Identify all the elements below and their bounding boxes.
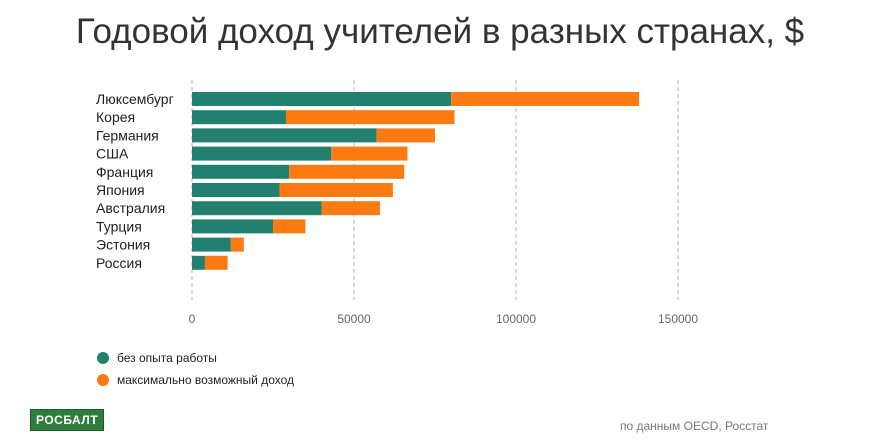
bar-base-segment bbox=[192, 219, 273, 234]
category-label: Франция bbox=[96, 164, 153, 180]
x-axis-ticks: 0 50000 100000 150000 bbox=[189, 312, 699, 326]
bar-base-segment bbox=[192, 201, 322, 216]
bar-max-segment bbox=[451, 92, 640, 106]
x-tick-label: 100000 bbox=[496, 312, 536, 326]
bar-max-segment bbox=[204, 255, 228, 270]
legend-swatch bbox=[97, 352, 109, 364]
chart-title: Годовой доход учителей в разных странах,… bbox=[75, 12, 805, 51]
category-label: Россия bbox=[96, 255, 142, 271]
category-label: Турция bbox=[96, 218, 142, 234]
bar-base-segment bbox=[192, 183, 280, 197]
category-label: Эстония bbox=[96, 237, 150, 253]
category-label: США bbox=[96, 146, 129, 162]
brand-logo: РОСБАЛТ bbox=[30, 409, 105, 431]
x-tick-label: 0 bbox=[189, 312, 196, 326]
category-label: Люксембург bbox=[96, 91, 174, 107]
bar-base-segment bbox=[192, 255, 205, 270]
bar-base-segment bbox=[192, 237, 231, 252]
bar-max-segment bbox=[321, 201, 380, 216]
x-tick-label: 150000 bbox=[658, 312, 698, 326]
x-tick-label: 50000 bbox=[337, 312, 371, 326]
bar-base-segment bbox=[192, 146, 332, 161]
bar-base-segment bbox=[192, 92, 452, 106]
bar-max-segment bbox=[273, 219, 306, 234]
bar-max-segment bbox=[230, 237, 244, 252]
legend-label: без опыта работы bbox=[117, 351, 217, 365]
legend-label: максимально возможный доход bbox=[117, 373, 294, 387]
category-label: Германия bbox=[96, 127, 159, 143]
legend: без опыта работы максимально возможный до… bbox=[97, 351, 294, 387]
category-label: Япония bbox=[96, 182, 145, 198]
category-label: Корея bbox=[96, 109, 135, 125]
category-labels: Люксембург Корея Германия США Франция Япония А… bbox=[96, 91, 174, 271]
bar-max-segment bbox=[331, 146, 408, 161]
source-note: по данным OECD, Росстат bbox=[620, 419, 769, 433]
legend-swatch bbox=[97, 374, 109, 386]
category-label: Австралия bbox=[96, 200, 165, 216]
bar-max-segment bbox=[376, 128, 435, 143]
bar-max-segment bbox=[279, 183, 393, 197]
bars-layer bbox=[192, 92, 640, 270]
bar-base-segment bbox=[192, 110, 286, 125]
bar-base-segment bbox=[192, 128, 377, 143]
bar-max-segment bbox=[285, 110, 455, 125]
bar-max-segment bbox=[289, 164, 405, 179]
bar-base-segment bbox=[192, 164, 290, 179]
